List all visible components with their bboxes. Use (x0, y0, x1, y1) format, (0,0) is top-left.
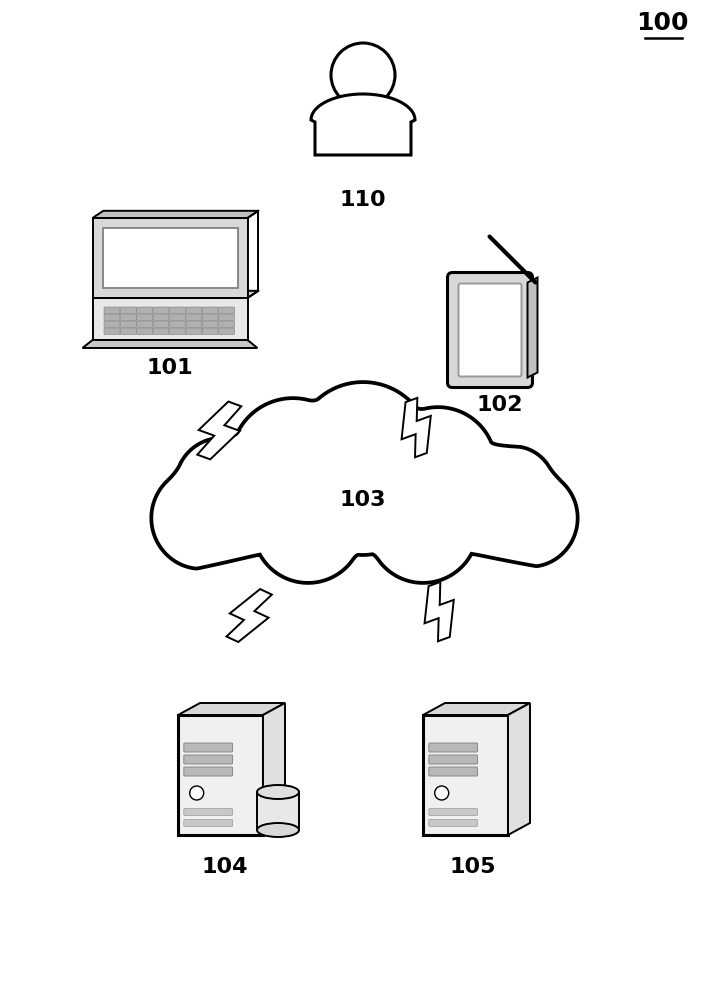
FancyBboxPatch shape (153, 314, 169, 320)
FancyBboxPatch shape (104, 328, 120, 334)
FancyBboxPatch shape (429, 755, 478, 764)
FancyBboxPatch shape (203, 328, 218, 334)
FancyBboxPatch shape (153, 328, 169, 334)
FancyBboxPatch shape (186, 307, 202, 314)
FancyBboxPatch shape (429, 743, 478, 752)
FancyBboxPatch shape (136, 307, 152, 314)
Polygon shape (92, 211, 258, 218)
FancyBboxPatch shape (153, 307, 169, 314)
FancyBboxPatch shape (169, 307, 185, 314)
FancyBboxPatch shape (184, 767, 232, 776)
FancyBboxPatch shape (121, 307, 136, 314)
FancyBboxPatch shape (169, 321, 185, 328)
FancyBboxPatch shape (459, 284, 521, 376)
FancyBboxPatch shape (184, 755, 232, 764)
FancyBboxPatch shape (219, 328, 234, 334)
Circle shape (478, 468, 578, 568)
FancyBboxPatch shape (219, 314, 234, 320)
FancyBboxPatch shape (169, 314, 185, 320)
Polygon shape (92, 291, 258, 298)
Circle shape (331, 43, 395, 107)
Circle shape (295, 382, 431, 518)
Circle shape (466, 445, 556, 535)
Text: 110: 110 (340, 190, 386, 210)
FancyBboxPatch shape (184, 808, 232, 815)
FancyBboxPatch shape (184, 743, 232, 752)
FancyBboxPatch shape (184, 819, 232, 826)
Polygon shape (257, 792, 299, 830)
Text: 100: 100 (636, 11, 688, 35)
Ellipse shape (257, 823, 299, 837)
FancyBboxPatch shape (121, 314, 136, 320)
Circle shape (175, 437, 271, 533)
FancyBboxPatch shape (104, 307, 120, 314)
FancyBboxPatch shape (186, 328, 202, 334)
Circle shape (189, 786, 204, 800)
FancyBboxPatch shape (203, 307, 218, 314)
FancyBboxPatch shape (186, 321, 202, 328)
Circle shape (151, 466, 255, 570)
Circle shape (368, 473, 478, 583)
FancyBboxPatch shape (429, 819, 478, 826)
Text: 101: 101 (147, 358, 193, 378)
FancyBboxPatch shape (429, 767, 478, 776)
Polygon shape (178, 715, 263, 835)
Text: 103: 103 (340, 490, 386, 510)
Polygon shape (92, 298, 248, 340)
FancyBboxPatch shape (186, 314, 202, 320)
Polygon shape (227, 589, 272, 642)
FancyBboxPatch shape (136, 321, 152, 328)
Circle shape (253, 473, 363, 583)
Ellipse shape (133, 442, 593, 558)
Polygon shape (83, 340, 258, 348)
Polygon shape (423, 703, 530, 715)
Ellipse shape (257, 785, 299, 799)
Polygon shape (425, 582, 454, 641)
FancyBboxPatch shape (203, 314, 218, 320)
FancyBboxPatch shape (121, 321, 136, 328)
FancyBboxPatch shape (121, 328, 136, 334)
Polygon shape (178, 703, 285, 715)
Polygon shape (151, 382, 578, 583)
Polygon shape (528, 277, 537, 377)
Circle shape (380, 407, 496, 523)
FancyBboxPatch shape (219, 307, 234, 314)
Text: 104: 104 (202, 857, 248, 877)
FancyBboxPatch shape (136, 328, 152, 334)
Polygon shape (263, 703, 285, 835)
Polygon shape (508, 703, 530, 835)
Polygon shape (401, 398, 431, 457)
Polygon shape (423, 715, 508, 835)
Text: 102: 102 (477, 395, 523, 415)
FancyBboxPatch shape (136, 314, 152, 320)
Circle shape (231, 398, 355, 522)
Circle shape (435, 786, 449, 800)
FancyBboxPatch shape (169, 328, 185, 334)
Polygon shape (311, 94, 415, 155)
FancyBboxPatch shape (429, 808, 478, 815)
FancyBboxPatch shape (104, 321, 120, 328)
Polygon shape (92, 218, 248, 298)
FancyBboxPatch shape (153, 321, 169, 328)
FancyBboxPatch shape (219, 321, 234, 328)
FancyBboxPatch shape (203, 321, 218, 328)
FancyBboxPatch shape (104, 314, 120, 320)
Text: 105: 105 (449, 857, 497, 877)
Polygon shape (102, 228, 237, 288)
FancyBboxPatch shape (447, 272, 532, 387)
Polygon shape (197, 402, 241, 459)
